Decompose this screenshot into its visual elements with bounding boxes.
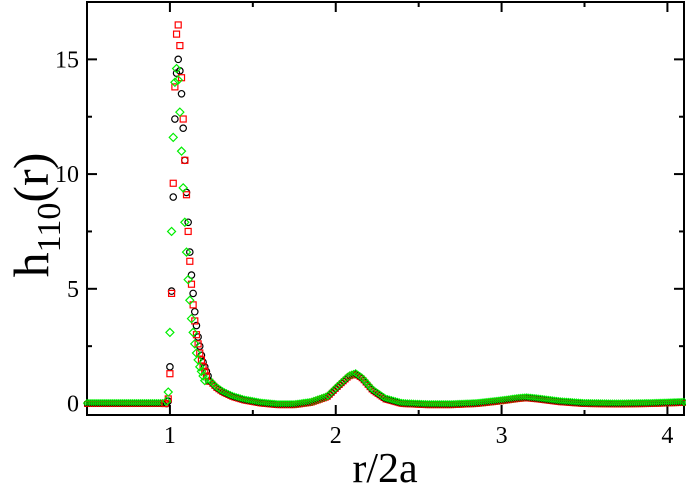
- diamond-marker: [171, 63, 182, 74]
- square-marker: [189, 301, 197, 309]
- square-marker: [186, 257, 194, 265]
- circle-marker: [179, 124, 187, 132]
- circle-marker: [194, 333, 202, 341]
- circle-marker: [186, 248, 194, 256]
- circle-marker: [195, 342, 204, 350]
- circle-marker: [166, 363, 174, 371]
- tail-diamond-marker: [317, 393, 327, 403]
- y-tick-label: 10: [55, 162, 79, 188]
- circle-marker: [181, 156, 189, 165]
- x-axis-title: r/2a: [352, 446, 418, 487]
- plot-frame: [86, 1, 685, 416]
- circle-marker: [177, 89, 186, 98]
- y-axis-title-tail: (r): [3, 153, 59, 203]
- tail-diamond-marker: [679, 397, 686, 407]
- svg-text:h110(r): h110(r): [3, 153, 68, 278]
- circle-marker: [184, 218, 192, 227]
- diamond-marker: [183, 274, 194, 285]
- diamond-marker: [166, 226, 177, 237]
- diamond-marker: [186, 313, 197, 324]
- square-marker: [184, 227, 192, 236]
- circle-marker: [171, 115, 179, 123]
- square-marker: [196, 349, 204, 357]
- circle-marker: [167, 287, 176, 295]
- x-tick-label: 2: [330, 423, 342, 449]
- y-axis-title-main: h: [3, 252, 59, 277]
- square-marker: [169, 179, 177, 187]
- square-marker: [166, 370, 174, 378]
- diamond-marker: [161, 396, 172, 407]
- tail-diamond-marker: [311, 395, 321, 405]
- x-tick-label: 3: [496, 423, 508, 449]
- diamond-marker: [196, 366, 207, 377]
- circle-marker: [192, 321, 201, 330]
- diamond-marker: [178, 183, 189, 193]
- diamond-marker: [163, 387, 174, 397]
- axis-ticks: 1 2 3 4 0 5 10 15: [55, 2, 684, 449]
- square-marker: [179, 115, 187, 123]
- tail-diamond-marker: [315, 394, 325, 404]
- diamond-marker: [179, 217, 190, 228]
- diamond-marker: [198, 371, 208, 381]
- y-axis-title: h110(r): [3, 153, 68, 278]
- tail-diamond-marker: [319, 393, 329, 402]
- circle-marker: [174, 55, 183, 64]
- diamond-marker: [184, 295, 195, 306]
- x-tick-label: 1: [164, 423, 176, 449]
- tail-diamond-marker: [343, 372, 352, 381]
- tail-diamond-marker: [347, 370, 356, 379]
- diamond-marker: [170, 77, 180, 88]
- circle-marker: [169, 193, 178, 201]
- tail-diamond-marker: [313, 395, 323, 404]
- square-marker: [187, 280, 196, 288]
- square-marker: [174, 21, 182, 29]
- tail-diamond-marker: [307, 397, 317, 406]
- points-layer: [161, 21, 212, 408]
- y-tick-label: 15: [55, 47, 79, 73]
- tail-diamond-marker: [309, 396, 319, 406]
- diamond-marker: [189, 339, 200, 349]
- tail-diamond-marker: [305, 397, 315, 407]
- diamond-marker: [175, 107, 185, 117]
- diamond-marker: [176, 146, 187, 156]
- diamond-marker: [173, 75, 184, 85]
- x-tick-label: 4: [661, 423, 673, 449]
- circle-marker: [190, 307, 199, 316]
- diamond-marker: [168, 132, 179, 143]
- square-marker: [171, 83, 179, 91]
- square-marker: [181, 156, 189, 164]
- diamond-marker: [194, 361, 205, 372]
- tail-diamond-marker: [345, 371, 354, 380]
- y-tick-label: 5: [67, 277, 79, 303]
- circle-marker: [189, 289, 197, 298]
- square-marker: [167, 289, 176, 297]
- y-tick-label: 0: [67, 392, 79, 418]
- y-axis-title-sub: 110: [31, 203, 68, 253]
- square-marker: [197, 356, 206, 364]
- square-marker: [182, 191, 191, 199]
- diamond-marker: [181, 247, 192, 257]
- diamond-marker: [188, 327, 198, 338]
- square-marker: [176, 41, 184, 50]
- diamond-marker: [199, 375, 210, 386]
- tail-curve-layer: [82, 369, 686, 409]
- square-marker: [194, 340, 202, 348]
- square-marker: [172, 30, 181, 38]
- diamond-marker: [165, 327, 175, 338]
